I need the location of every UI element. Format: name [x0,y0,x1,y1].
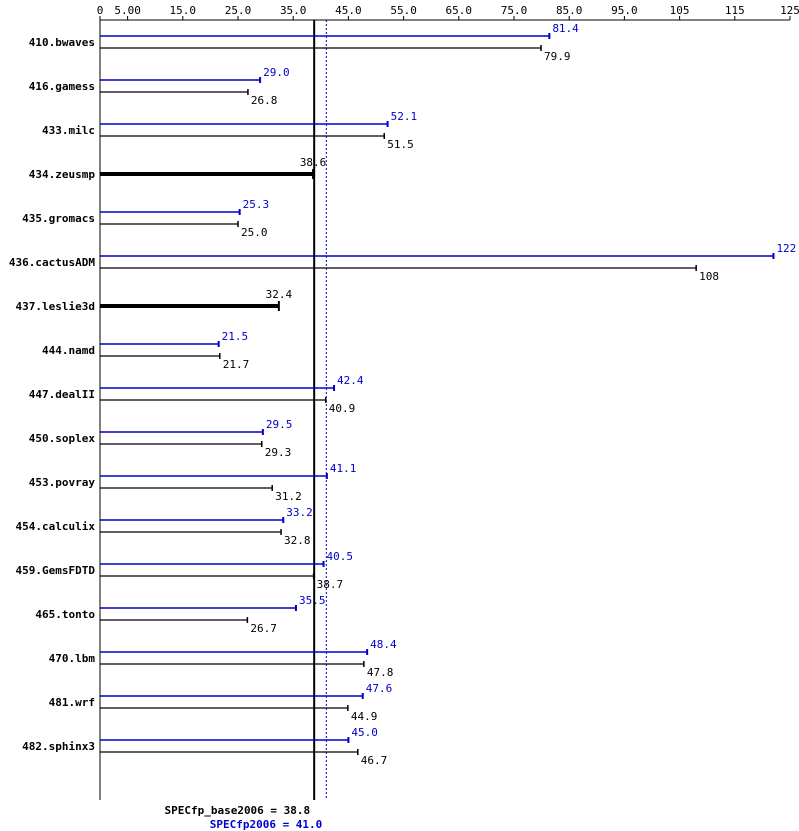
benchmark-label: 436.cactusADM [9,256,95,269]
svg-text:41.1: 41.1 [330,462,357,475]
svg-text:31.2: 31.2 [275,490,302,503]
svg-text:38.7: 38.7 [317,578,344,591]
benchmark-label: 465.tonto [35,608,95,621]
svg-text:SPECfp_base2006 = 38.8: SPECfp_base2006 = 38.8 [164,804,310,817]
svg-text:85.0: 85.0 [556,4,583,17]
svg-text:52.1: 52.1 [391,110,418,123]
benchmark-label: 454.calculix [16,520,96,533]
svg-text:75.0: 75.0 [501,4,528,17]
svg-text:35.0: 35.0 [280,4,307,17]
svg-text:35.5: 35.5 [299,594,326,607]
svg-text:125: 125 [780,4,799,17]
svg-text:21.7: 21.7 [223,358,250,371]
svg-text:65.0: 65.0 [446,4,473,17]
svg-text:105: 105 [670,4,690,17]
svg-text:0: 0 [97,4,104,17]
svg-text:55.0: 55.0 [390,4,417,17]
svg-text:21.5: 21.5 [222,330,249,343]
benchmark-label: 459.GemsFDTD [16,564,96,577]
svg-text:47.8: 47.8 [367,666,394,679]
svg-text:26.7: 26.7 [250,622,277,635]
svg-text:44.9: 44.9 [351,710,378,723]
benchmark-label: 470.lbm [49,652,96,665]
svg-text:48.4: 48.4 [370,638,397,651]
benchmark-label: 435.gromacs [22,212,95,225]
svg-text:51.5: 51.5 [387,138,414,151]
svg-text:45.0: 45.0 [351,726,378,739]
benchmark-label: 450.soplex [29,432,96,445]
svg-text:115: 115 [725,4,745,17]
svg-text:40.9: 40.9 [329,402,356,415]
benchmark-label: 433.milc [42,124,95,137]
svg-text:45.0: 45.0 [335,4,362,17]
svg-text:29.3: 29.3 [265,446,292,459]
svg-text:SPECfp2006 = 41.0: SPECfp2006 = 41.0 [210,818,323,831]
svg-text:32.8: 32.8 [284,534,311,547]
svg-text:95.0: 95.0 [611,4,638,17]
svg-text:81.4: 81.4 [552,22,579,35]
svg-text:25.0: 25.0 [241,226,268,239]
benchmark-label: 437.leslie3d [16,300,95,313]
svg-text:42.4: 42.4 [337,374,364,387]
svg-text:33.2: 33.2 [286,506,313,519]
chart-container: { "chart": { "type": "horizontal_dual_ba… [0,0,799,831]
svg-text:122: 122 [776,242,796,255]
benchmark-chart: 0 5.00 15.0 25.0 35.0 45.0 55.0 65.0 75.0 85.0 95.… [0,0,799,831]
benchmark-label: 453.povray [29,476,96,489]
svg-text:26.8: 26.8 [251,94,278,107]
svg-text:5.00: 5.00 [114,4,141,17]
benchmark-label: 410.bwaves [29,36,95,49]
benchmark-label: 481.wrf [49,696,95,709]
benchmark-label: 447.dealII [29,388,95,401]
benchmark-label: 444.namd [42,344,95,357]
svg-text:25.3: 25.3 [243,198,270,211]
svg-text:38.6: 38.6 [300,156,327,169]
svg-text:29.0: 29.0 [263,66,290,79]
svg-text:108: 108 [699,270,719,283]
svg-text:79.9: 79.9 [544,50,571,63]
svg-text:25.0: 25.0 [225,4,252,17]
svg-text:46.7: 46.7 [361,754,388,767]
svg-text:15.0: 15.0 [170,4,197,17]
benchmark-label: 416.gamess [29,80,95,93]
svg-text:32.4: 32.4 [266,288,293,301]
benchmark-label: 482.sphinx3 [22,740,95,753]
svg-text:29.5: 29.5 [266,418,293,431]
svg-text:40.5: 40.5 [327,550,354,563]
svg-text:47.6: 47.6 [366,682,393,695]
benchmark-label: 434.zeusmp [29,168,96,181]
